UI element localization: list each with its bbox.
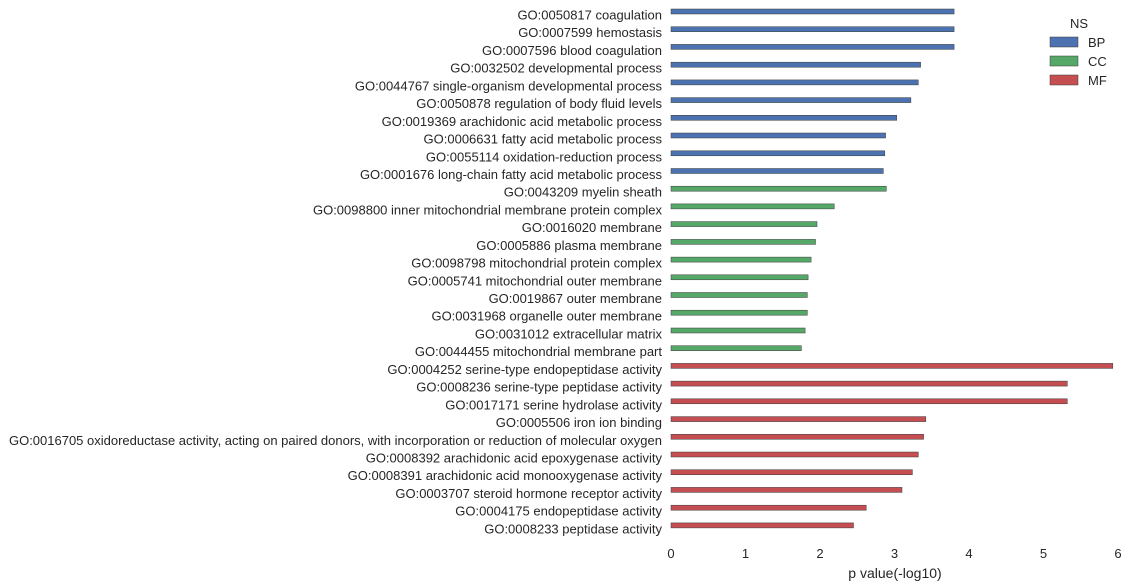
bar-cc — [670, 292, 808, 298]
bar-mf — [670, 504, 867, 511]
category-label: GO:0032502 developmental process — [450, 61, 662, 76]
category-label: GO:0008391 arachidonic acid monooxygenas… — [348, 468, 663, 483]
bar-bp — [670, 61, 921, 68]
x-tick-label: 1 — [742, 546, 749, 561]
bar-bp — [670, 168, 884, 174]
category-label: GO:0004175 endopeptidase activity — [455, 504, 662, 519]
bars-group — [670, 8, 1114, 529]
legend-swatch-bp — [1049, 36, 1079, 48]
category-label: GO:0003707 steroid hormone receptor acti… — [395, 486, 662, 501]
category-label: GO:0050878 regulation of body fluid leve… — [416, 96, 662, 111]
bar-cc — [670, 309, 808, 316]
category-label: GO:0098800 inner mitochondrial membrane … — [313, 202, 663, 217]
bar-mf — [670, 416, 927, 422]
bar-cc — [670, 274, 809, 281]
category-label: GO:0050817 coagulation — [517, 8, 662, 23]
legend-swatch-mf — [1049, 74, 1079, 86]
x-tick-label: 3 — [891, 546, 898, 561]
category-label: GO:0044455 mitochondrial membrane part — [415, 344, 663, 359]
category-labels-group: GO:0050817 coagulation GO:0007599 hemosta… — [9, 8, 663, 537]
bar-mf — [670, 451, 919, 458]
category-label: GO:0044767 single-organism developmental… — [355, 78, 663, 93]
category-label: GO:0004252 serine-type endopeptidase act… — [387, 362, 662, 377]
x-tick-label: 5 — [1040, 546, 1047, 561]
x-tick-label: 0 — [667, 546, 674, 561]
category-label: GO:0031012 extracellular matrix — [475, 327, 663, 342]
legend-label-cc: CC — [1088, 54, 1107, 69]
bar-mf — [670, 434, 924, 440]
category-label: GO:0017171 serine hydrolase activity — [445, 397, 662, 412]
bar-mf — [670, 380, 1068, 387]
bar-bp — [670, 44, 955, 50]
bar-bp — [670, 79, 919, 86]
category-label: GO:0031968 organelle outer membrane — [431, 309, 662, 324]
category-label: GO:0005886 plasma membrane — [476, 238, 662, 253]
category-label: GO:0008392 arachidonic acid epoxygenase … — [366, 451, 663, 466]
category-label: GO:0007599 hemostasis — [518, 25, 662, 40]
bar-cc — [670, 203, 835, 210]
bar-cc — [670, 327, 806, 334]
category-label: GO:0005506 iron ion binding — [496, 415, 662, 430]
category-label: GO:0006631 fatty acid metabolic process — [424, 132, 663, 147]
bar-bp — [670, 150, 886, 157]
category-label: GO:0008236 serine-type peptidase activit… — [416, 380, 662, 395]
x-tick-label: 4 — [965, 546, 972, 561]
x-axis-title: p value(-log10) — [848, 565, 941, 581]
x-tick-label: 6 — [1114, 546, 1121, 561]
category-label: GO:0019867 outer membrane — [489, 291, 662, 306]
bar-mf — [670, 398, 1068, 405]
bar-cc — [670, 185, 887, 192]
legend-label-mf: MF — [1088, 73, 1107, 88]
bar-mf — [670, 363, 1114, 369]
category-label: GO:0005741 mitochondrial outer membrane — [408, 273, 662, 288]
bar-bp — [670, 132, 886, 139]
x-tick-labels-group: 0 1 2 3 4 5 6 — [667, 546, 1121, 561]
bar-bp — [670, 115, 897, 121]
category-label: GO:0016020 membrane — [522, 220, 662, 235]
bar-cc — [670, 345, 802, 351]
bar-mf — [670, 522, 854, 529]
category-label: GO:0098798 mitochondrial protein complex — [411, 256, 662, 271]
bar-bp — [670, 8, 955, 15]
bar-bp — [670, 97, 912, 103]
category-label: GO:0019369 arachidonic acid metabolic pr… — [382, 114, 663, 129]
category-label: GO:0001676 long-chain fatty acid metabol… — [360, 167, 663, 182]
bar-cc — [670, 239, 816, 245]
legend: NS BP CC MF — [1049, 16, 1107, 88]
legend-entries: BP CC MF — [1049, 35, 1107, 88]
bar-mf — [670, 469, 913, 475]
category-label: GO:0043209 myelin sheath — [504, 185, 662, 200]
bar-cc — [670, 221, 818, 227]
x-tick-label: 2 — [816, 546, 823, 561]
category-label: GO:0016705 oxidoreductase activity, acti… — [9, 433, 662, 448]
bar-bp — [670, 26, 955, 32]
category-label: GO:0008233 peptidase activity — [484, 521, 662, 536]
legend-title: NS — [1070, 16, 1088, 31]
bar-mf — [670, 487, 903, 493]
category-label: GO:0055114 oxidation-reduction process — [426, 149, 663, 164]
category-label: GO:0007596 blood coagulation — [482, 43, 662, 58]
bar-cc — [670, 256, 812, 263]
legend-swatch-cc — [1049, 55, 1079, 67]
legend-label-bp: BP — [1088, 35, 1105, 50]
